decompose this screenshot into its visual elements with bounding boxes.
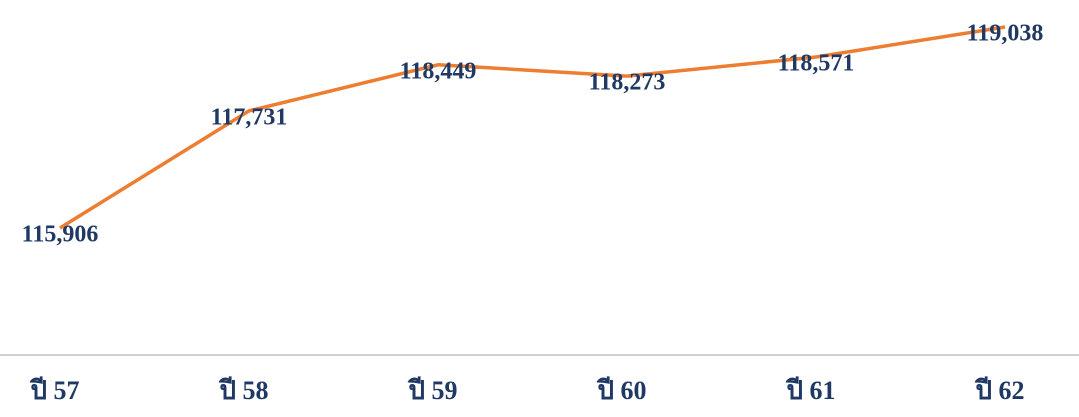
x-tick-label: ปี 58	[218, 376, 268, 405]
data-label: 119,038	[967, 21, 1044, 47]
data-label: 118,449	[400, 58, 477, 84]
x-tick-label: ปี 61	[785, 376, 835, 405]
data-label: 115,906	[22, 222, 99, 248]
x-tick-label: ปี 60	[596, 376, 646, 405]
data-label: 118,273	[589, 70, 666, 96]
x-tick-label: ปี 62	[974, 376, 1024, 405]
series-line	[59, 25, 1006, 230]
data-label: 117,731	[211, 104, 288, 130]
x-tick-label: ปี 57	[29, 376, 79, 405]
x-tick-label: ปี 59	[407, 376, 457, 405]
data-label: 118,571	[778, 50, 855, 76]
